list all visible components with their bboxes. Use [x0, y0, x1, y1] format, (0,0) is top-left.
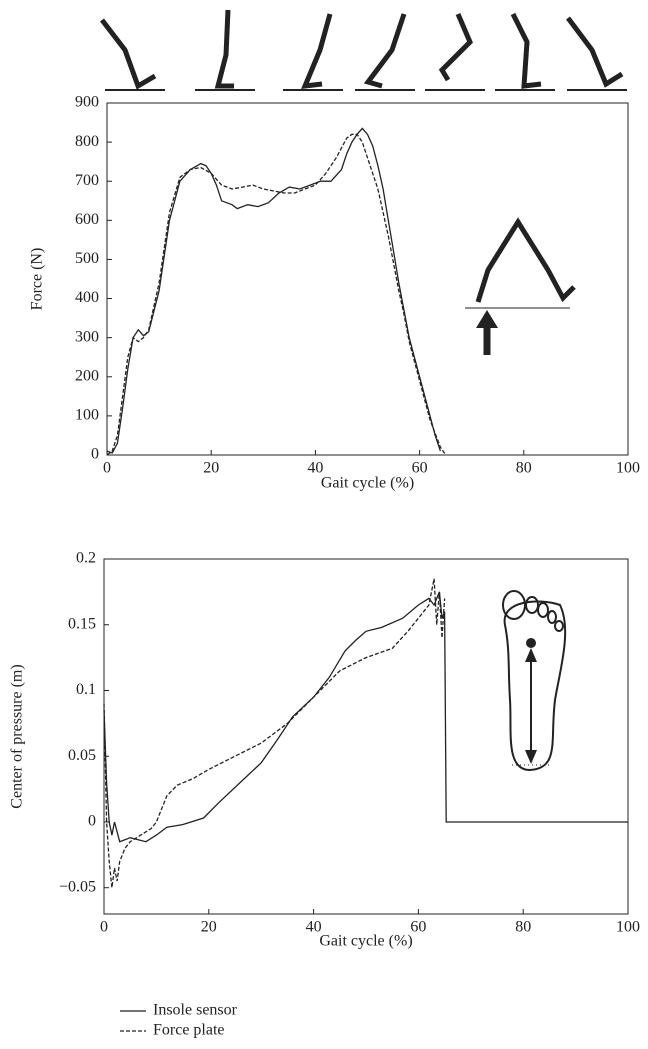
x-tick-label: 60: [410, 919, 426, 936]
x-tick-label: 80: [515, 919, 531, 936]
x-axis-label: Gait cycle (%): [321, 475, 414, 492]
series-line: [103, 591, 628, 843]
y-tick-label: 0: [88, 813, 96, 830]
series-line: [103, 578, 446, 888]
x-tick-label: 0: [103, 460, 111, 477]
y-tick-label: 0: [91, 446, 99, 463]
y-tick-label: 700: [75, 172, 99, 189]
x-tick-label: 60: [412, 460, 428, 477]
x-tick-label: 0: [100, 919, 108, 936]
y-tick-label: −0.05: [59, 878, 96, 895]
y-axis-label: Center of pressure (m): [9, 664, 26, 808]
y-tick-label: 300: [75, 328, 99, 345]
y-tick-label: 0.05: [68, 747, 96, 764]
y-tick-label: 900: [75, 94, 99, 111]
series-line: [106, 133, 447, 456]
leg-inset: [465, 217, 576, 355]
y-tick-label: 200: [75, 367, 99, 384]
gait-figures: [100, 9, 627, 91]
y-axis-label: Force (N): [29, 248, 46, 311]
foot-inset: [502, 590, 567, 772]
y-tick-label: 500: [75, 250, 99, 267]
x-tick-label: 20: [203, 460, 219, 477]
y-tick-label: 600: [75, 211, 99, 228]
y-tick-label: 800: [75, 133, 99, 150]
y-tick-label: 0.1: [76, 681, 96, 698]
legend-label: Insole sensor: [153, 1002, 238, 1019]
legend-label: Force plate: [153, 1022, 225, 1039]
x-tick-label: 100: [616, 460, 640, 477]
y-tick-label: 0.15: [68, 615, 96, 632]
x-tick-label: 20: [201, 919, 217, 936]
y-tick-label: 0.2: [76, 550, 96, 567]
x-tick-label: 80: [516, 460, 532, 477]
plot-frame: [103, 558, 629, 915]
x-tick-label: 40: [306, 919, 322, 936]
x-tick-label: 40: [307, 460, 323, 477]
series-line: [106, 127, 442, 454]
x-axis-label: Gait cycle (%): [319, 933, 412, 950]
y-tick-label: 100: [75, 407, 99, 424]
plot-frame: [106, 102, 629, 456]
x-tick-label: 100: [616, 919, 640, 936]
y-tick-label: 400: [75, 289, 99, 306]
